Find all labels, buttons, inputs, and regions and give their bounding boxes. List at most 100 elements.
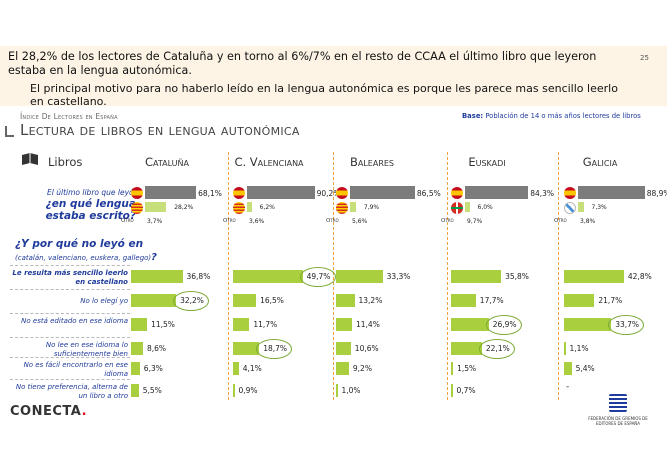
regional-flag-icon [233,202,245,214]
question-language: El último libro que leyó, ¿en qué lengua… [45,188,136,222]
castellano-bar [465,186,529,199]
reason-value: 9,2% [352,364,372,373]
row-divider [10,357,130,358]
regional-flag-icon [564,202,576,214]
otro-value: 5,6% [352,218,368,225]
reason-value: 36,8% [186,272,211,281]
spain-flag-icon [564,187,576,199]
castellano-bar [247,186,315,199]
federacion-icon [609,394,627,412]
reason-value: 1,5% [457,364,477,373]
base-note: Base: Población de 14 o más años lectore… [462,112,641,120]
reason-bar [233,362,239,375]
regional-flag-icon [451,202,463,214]
otro-label: Otro [441,218,454,224]
reason-bar [233,270,303,283]
reason-value: 0,9% [238,386,258,395]
castellano-bar [578,186,645,199]
autonomica-value: 28,2% [174,204,194,211]
reason-value: 11,4% [356,320,380,329]
reason-value: 0,7% [456,386,476,395]
reason-bar [564,270,624,283]
highlight-ring [173,291,210,311]
row-divider [10,289,130,290]
reason-bar [564,318,612,331]
reason-bar [233,342,260,355]
reason-bar [131,270,183,283]
highlight-ring [485,315,522,335]
castellano-bar [145,186,197,199]
reason-value: 1,1% [569,344,589,353]
reason-value: 5,4% [575,364,595,373]
page-title: Lectura de libros en lengua autonómica [20,121,300,139]
autonomica-bar [247,202,252,212]
otro-value: 9,7% [467,218,483,225]
column-header-1: C. Valenciana [234,155,304,169]
reason-label: No lee en ese idioma lo suficientemente … [45,341,128,358]
row-divider [10,379,130,380]
spain-flag-icon [131,187,143,199]
otro-label: Otro [554,218,567,224]
regional-flag-icon [131,202,143,214]
highlight-ring [478,339,515,359]
reason-bar [336,270,383,283]
column-separator [558,152,559,400]
reason-value: 33,3% [386,272,411,281]
autonomica-value: 6,0% [477,204,493,211]
reason-value: 42,8% [627,272,652,281]
page-number: 25 [640,54,649,62]
autonomica-bar [578,202,584,212]
section-label: Índice De Lectores en España [20,112,118,121]
otro-label: Otro [223,218,236,224]
reason-value: 13,2% [358,296,383,305]
reason-bar [451,384,453,397]
reason-bar [233,318,250,331]
reason-label: No está editado en ese idioma [21,317,128,325]
column-header-4: Galicia [582,155,618,169]
castellano-value: 88,9% [646,189,667,198]
column-header-0: Cataluña [145,155,189,169]
reason-value: 11,5% [151,320,175,329]
spain-flag-icon [336,187,348,199]
otro-value: 3,8% [580,218,596,225]
reason-bar [336,384,338,397]
autonomica-bar [145,202,167,212]
reason-value: 16,5% [260,296,284,305]
reason-bar [131,294,177,307]
castellano-bar [350,186,415,199]
reason-bar [233,384,235,397]
row-divider [10,265,130,266]
federacion-logo: FEDERACIÓN DE GREMIOS DE EDITORES DE ESP… [588,394,648,426]
otro-value: 3,6% [249,218,265,225]
row-divider [10,313,130,314]
reason-bar [451,270,502,283]
reason-value: 6,3% [143,364,163,373]
reason-value: 35,8% [505,272,529,281]
reason-value: 11,7% [253,320,278,329]
reason-bar [564,294,595,307]
subline-text: El principal motivo para no haberlo leíd… [30,82,618,108]
autonomica-value: 6,2% [259,204,275,211]
reason-bar [131,362,140,375]
reason-value: 17,7% [479,296,504,305]
reason-bar [451,362,454,375]
reason-bar [451,294,476,307]
reason-bar [233,294,257,307]
reason-value: 10,6% [354,344,379,353]
reason-bar [336,362,349,375]
question-why-not-sub: (catalán, valenciano, euskera, gallego)? [15,252,157,263]
reason-label: No es fácil encontrarlo en ese idioma [23,361,128,378]
reason-value: 4,1% [242,364,262,373]
castellano-value: 86,5% [416,189,441,198]
headline-text: El 28,2% de los lectores de Cataluña y e… [8,50,597,77]
regional-flag-icon [336,202,348,214]
column-separator [447,152,448,400]
otro-label: Otro [121,218,134,224]
reason-value: 8,6% [147,344,167,353]
spain-flag-icon [233,187,245,199]
reason-bar [131,318,148,331]
no-value: - [566,382,570,392]
reason-bar [336,294,355,307]
reason-value: 21,7% [598,296,623,305]
autonomica-value: 7,3% [591,204,607,211]
